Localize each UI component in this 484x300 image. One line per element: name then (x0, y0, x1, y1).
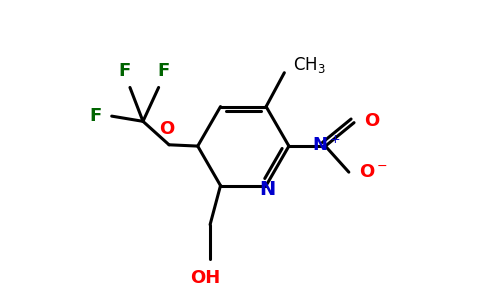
Text: N$^+$: N$^+$ (312, 135, 341, 154)
Text: CH$_3$: CH$_3$ (293, 55, 326, 75)
Text: N: N (259, 180, 275, 199)
Text: F: F (89, 107, 101, 125)
Text: OH: OH (190, 269, 220, 287)
Text: O: O (159, 120, 174, 138)
Text: F: F (119, 61, 131, 80)
Text: O: O (364, 112, 380, 130)
Text: F: F (158, 61, 170, 80)
Text: O$^-$: O$^-$ (359, 163, 389, 181)
